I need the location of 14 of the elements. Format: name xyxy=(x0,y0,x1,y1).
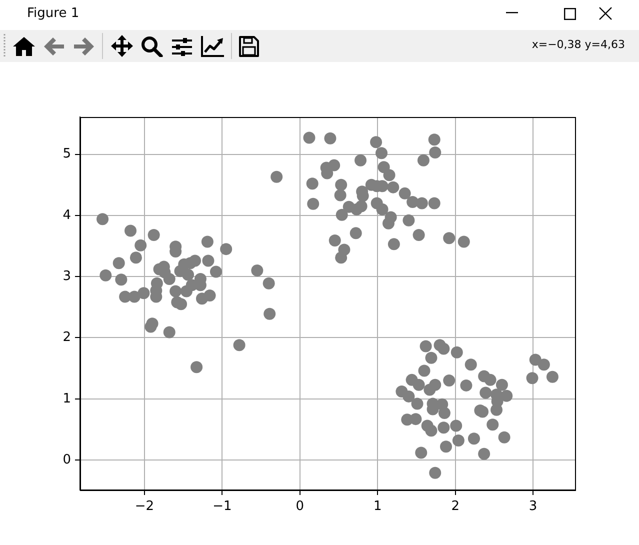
y-tick-label: 0 xyxy=(62,452,71,468)
y-tick-label: 1 xyxy=(62,391,71,406)
x-tick-label: 1 xyxy=(373,499,382,514)
y-tick-label: 3 xyxy=(62,268,71,284)
x-tick-label: 3 xyxy=(528,499,538,514)
x-tick-label: 0 xyxy=(296,499,304,514)
x-tick-label: −2 xyxy=(134,499,154,514)
x-tick-label: −1 xyxy=(212,499,232,514)
caption: Figure 1 xyxy=(27,6,80,21)
y-tick-label: 5 xyxy=(62,146,71,162)
text: x=−0,38 y=4,63 xyxy=(532,38,625,51)
x-tick-label: 2 xyxy=(451,499,460,514)
y-tick-label: 2 xyxy=(62,330,71,346)
y-tick-label: 4 xyxy=(62,208,71,223)
